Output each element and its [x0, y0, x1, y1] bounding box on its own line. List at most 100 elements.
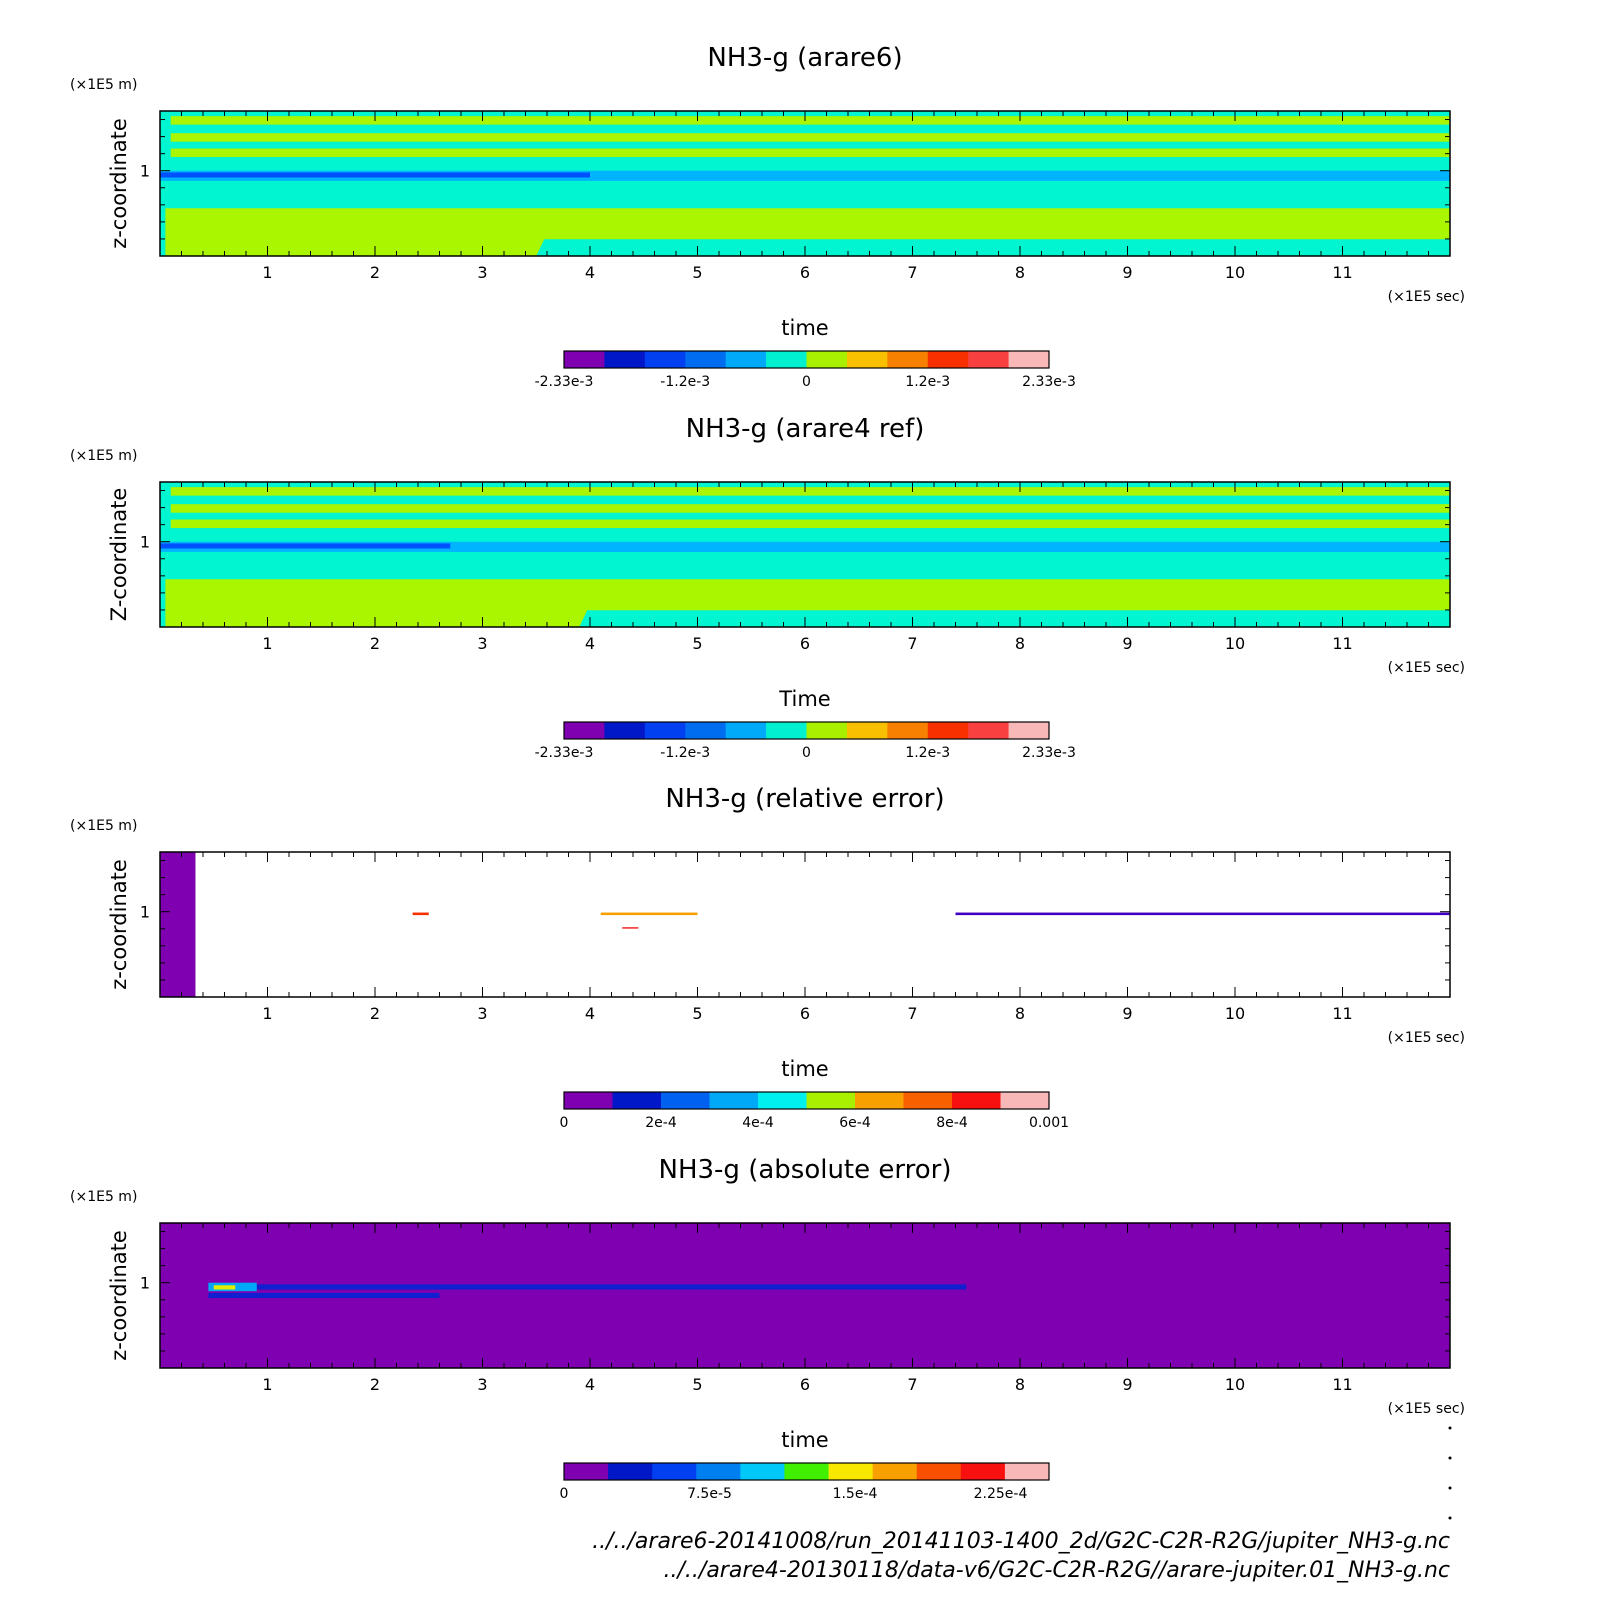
- colorbar-swatch: [709, 1092, 759, 1109]
- colorbar-swatch: [696, 1463, 741, 1480]
- y-axis-label: Z-coordinate: [107, 488, 131, 622]
- colorbar-tick-label: 0: [560, 1115, 569, 1131]
- x-tick-label: 11: [1332, 1375, 1352, 1394]
- colorbar-tick-label: 1.2e-3: [905, 374, 950, 390]
- colorbar-swatch: [887, 722, 929, 739]
- colorbar-swatch: [608, 1463, 653, 1480]
- colorbar-tick-label: 7.5e-5: [687, 1486, 732, 1502]
- colorbar: -2.33e-3 -1.2e-3 0 1.2e-3 2.33e-3: [535, 350, 1076, 390]
- x-tick-label: 4: [585, 1375, 595, 1394]
- colorbar-tick-label: -1.2e-3: [660, 374, 710, 390]
- heatmap-region: [170, 487, 1450, 496]
- x-tick-label: 3: [477, 1004, 487, 1023]
- colorbar-swatch: [968, 722, 1010, 739]
- x-tick-label: 2: [370, 634, 380, 653]
- x-unit-label: (×1E5 sec): [1388, 1030, 1465, 1046]
- colorbar-tick-label: 0: [802, 374, 811, 390]
- x-tick-label: 8: [1015, 1375, 1025, 1394]
- heatmap-region: [170, 116, 1450, 125]
- y-axis-label: z-coordinate: [107, 118, 131, 249]
- x-tick-label: 7: [907, 1375, 917, 1394]
- colorbar-swatch: [766, 351, 807, 368]
- colorbar-swatch: [1000, 1092, 1050, 1109]
- colorbar-tick-label: 6e-4: [839, 1115, 871, 1131]
- x-tick-label: 6: [800, 634, 810, 653]
- colorbar-swatch: [846, 351, 888, 368]
- colorbar-tick-label: 2.33e-3: [1022, 745, 1076, 761]
- x-tick-label: 7: [907, 263, 917, 282]
- colorbar-tick-label: 4e-4: [742, 1115, 774, 1131]
- colorbar-swatch: [968, 351, 1010, 368]
- colorbar-swatch: [644, 351, 686, 368]
- x-tick-label: 3: [477, 1375, 487, 1394]
- heatmap-region: [208, 1292, 440, 1299]
- colorbar-frame: [563, 721, 1050, 740]
- colorbar-tick-label: 1.5e-4: [833, 1486, 878, 1502]
- y-axis-label: z-coordinate: [107, 859, 131, 990]
- y-axis-label: z-coordinate: [107, 1230, 131, 1361]
- colorbar-swatch: [604, 351, 646, 368]
- colorbar-swatch: [564, 1092, 613, 1109]
- y-tick-label: 1: [140, 162, 150, 181]
- colorbar-swatch: [846, 722, 888, 739]
- colorbar-swatch: [927, 722, 969, 739]
- y-unit-label: (×1E5 m): [70, 448, 137, 464]
- x-axis-label: Time: [778, 687, 830, 711]
- x-tick-label: 5: [692, 634, 702, 653]
- colorbar: -2.33e-3 -1.2e-3 0 1.2e-3 2.33e-3: [535, 721, 1076, 761]
- heatmap-background: [160, 852, 1450, 997]
- heatmap-region: [165, 579, 1450, 627]
- colorbar-frame: [563, 350, 1050, 369]
- colorbar-frame: [563, 1462, 1050, 1481]
- chart-title: NH3-g (arare4 ref): [686, 414, 925, 444]
- x-tick-label: 5: [692, 1004, 702, 1023]
- colorbar-tick-label: -2.33e-3: [535, 745, 594, 761]
- x-tick-label: 9: [1122, 1375, 1132, 1394]
- x-tick-label: 10: [1225, 1375, 1245, 1394]
- heatmap-region: [160, 543, 451, 549]
- colorbar-swatch: [806, 722, 848, 739]
- chart-panel-3: NH3-g (relative error) (×1E5 m) 1 2 3 4 5 6 7 8 9 1…: [70, 784, 1465, 1131]
- colorbar-swatch: [952, 1092, 1001, 1109]
- colorbar-swatch: [612, 1092, 662, 1109]
- colorbar-swatch: [725, 722, 767, 739]
- heatmap-region: [600, 912, 698, 916]
- x-tick-label: 4: [585, 1004, 595, 1023]
- x-unit-label: (×1E5 sec): [1388, 1401, 1465, 1417]
- colorbar-tick-label: 2e-4: [645, 1115, 677, 1131]
- colorbar-swatch: [806, 351, 848, 368]
- stray-dot: [1448, 1516, 1452, 1520]
- x-tick-label: 8: [1015, 263, 1025, 282]
- x-tick-label: 11: [1332, 1004, 1352, 1023]
- x-tick-label: 8: [1015, 634, 1025, 653]
- heatmap-region: [160, 170, 1450, 181]
- colorbar-swatch: [564, 1463, 609, 1480]
- colorbar-tick-label: 0: [560, 1486, 569, 1502]
- heatmap-region: [160, 852, 196, 997]
- x-unit-label: (×1E5 sec): [1388, 289, 1465, 305]
- x-axis-label: time: [781, 1428, 828, 1452]
- chart-panel-4: NH3-g (absolute error) (×1E5 m) 1 2 3 4 5 6 7 8 9 1…: [70, 1155, 1465, 1502]
- heatmap-body: [160, 1223, 1450, 1368]
- stray-dot: [1448, 1486, 1452, 1490]
- colorbar-swatch: [564, 351, 605, 368]
- heatmap-region: [170, 148, 1450, 158]
- x-tick-label: 1: [262, 1375, 272, 1394]
- y-tick-label: 1: [140, 533, 150, 552]
- colorbar-swatch: [740, 1463, 785, 1480]
- colorbar-tick-label: 1.2e-3: [905, 745, 950, 761]
- colorbar-tick-label: 0: [802, 745, 811, 761]
- stray-dot: [1448, 1456, 1452, 1460]
- colorbar-swatch: [903, 1092, 953, 1109]
- x-tick-label: 3: [477, 263, 487, 282]
- heatmap-body: [160, 482, 1450, 627]
- chart-panel-1: NH3-g (arare6)(×1E5 m)1 2 3 4 5 6 7 8 9 10 111z-co…: [70, 43, 1465, 390]
- colorbar-swatch: [927, 351, 969, 368]
- x-tick-label: 6: [800, 1375, 810, 1394]
- x-tick-label: 2: [370, 1004, 380, 1023]
- x-tick-label: 2: [370, 1375, 380, 1394]
- heatmap-region: [170, 133, 1450, 142]
- x-unit-label: (×1E5 sec): [1388, 660, 1465, 676]
- stray-dot: [1448, 1426, 1452, 1430]
